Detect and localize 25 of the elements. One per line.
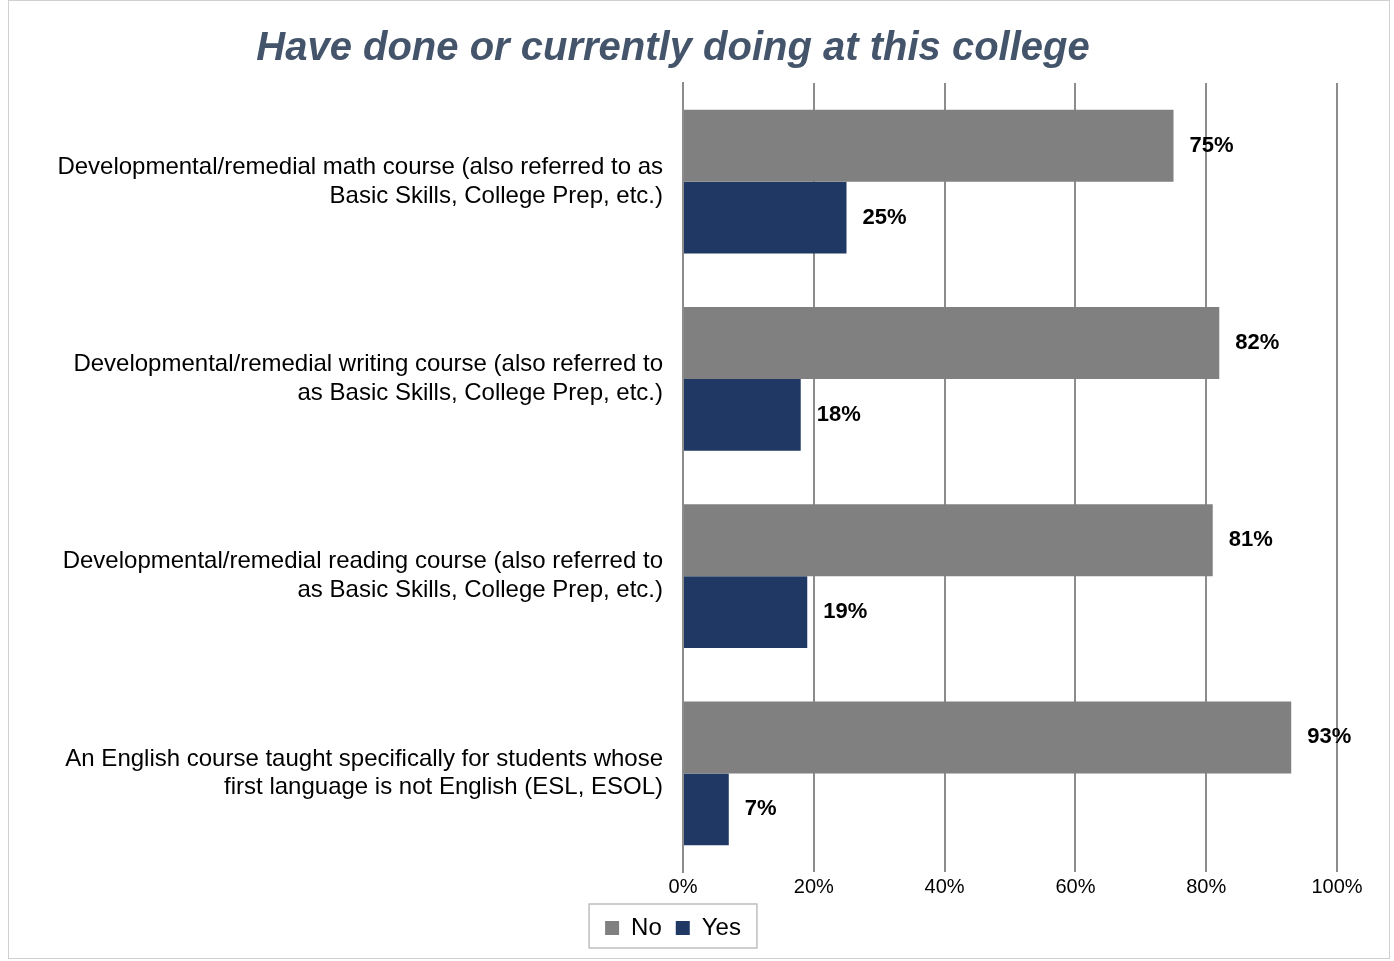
data-label: 81% <box>1228 526 1273 552</box>
data-label: 7% <box>744 795 777 821</box>
data-label: 93% <box>1307 723 1352 749</box>
data-label: 75% <box>1189 131 1234 157</box>
x-tick-label: 40% <box>924 874 965 897</box>
data-label: 25% <box>862 203 907 229</box>
x-tick-label: 60% <box>1055 874 1096 897</box>
bar <box>684 181 847 254</box>
legend-label: Yes <box>701 912 741 940</box>
bar <box>684 576 808 649</box>
y-tick-label: Developmental/remedial reading course (also referred to as Basic Skills, College Prep, etc.) <box>62 546 663 603</box>
data-label: 18% <box>816 400 861 426</box>
data-label: 82% <box>1235 328 1280 354</box>
legend-label: No <box>631 912 662 940</box>
x-tick-label: 20% <box>793 874 835 897</box>
y-tick-label: Developmental/remedial math course (also referred to as Basic Skills, College Prep, etc.) <box>57 151 663 208</box>
data-label: 19% <box>823 598 868 624</box>
chart-title: Have done or currently doing at this college <box>256 24 1090 69</box>
y-tick-label: An English course taught specifically for students whose first language is not English (ESL, ESOL) <box>65 743 663 800</box>
x-tick-label: 0% <box>668 874 698 897</box>
x-tick-label: 80% <box>1186 874 1227 897</box>
x-tick-label: 100% <box>1311 874 1363 897</box>
bar <box>684 378 801 451</box>
y-tick-label: Developmental/remedial writing course (also referred to as Basic Skills, College Prep, etc.) <box>73 349 663 405</box>
bar <box>684 773 729 846</box>
